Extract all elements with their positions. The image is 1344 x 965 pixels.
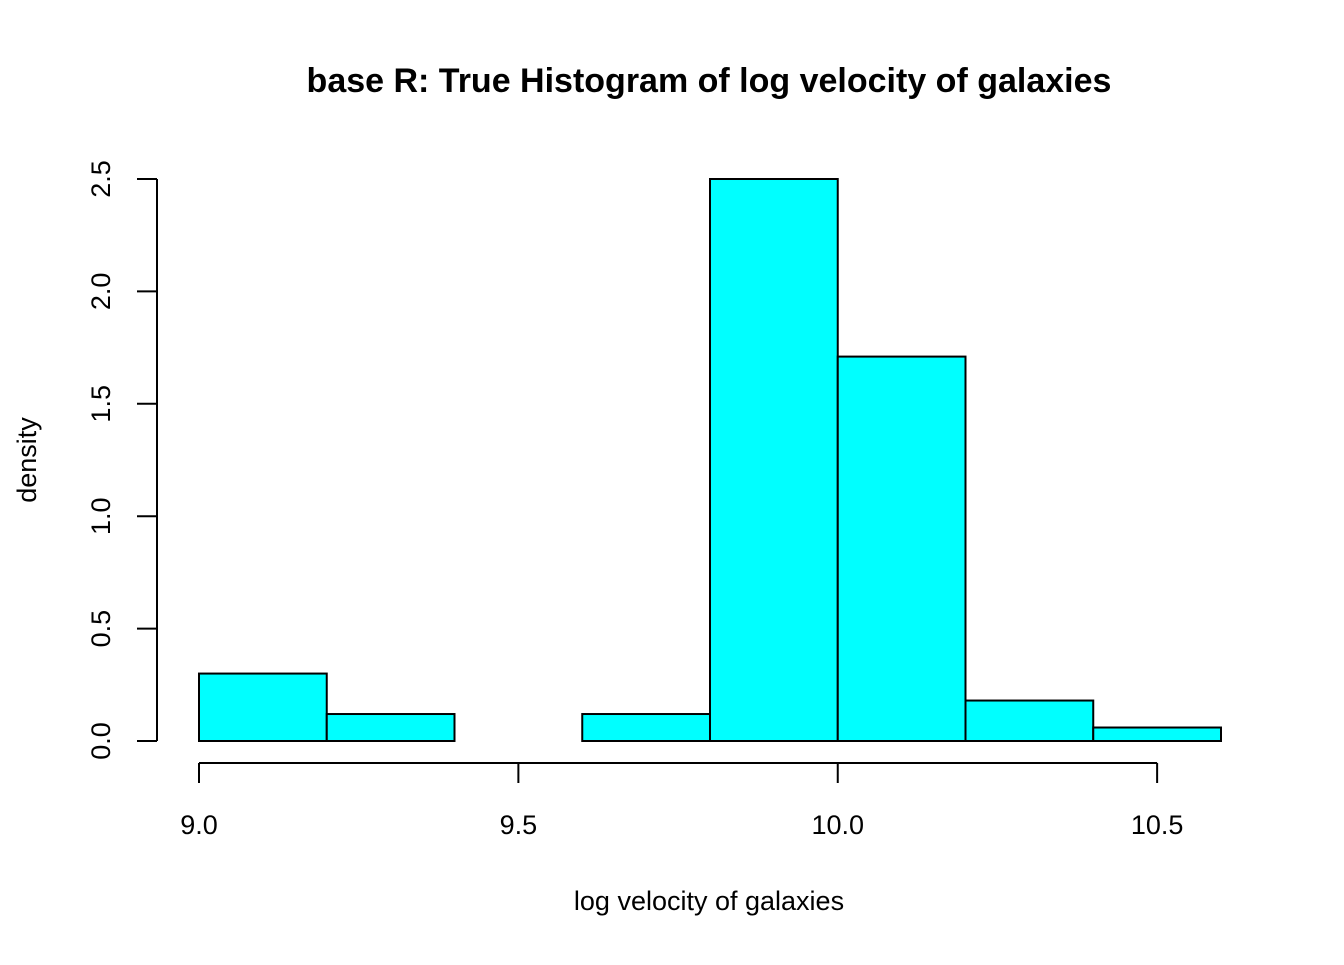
x-tick-label-4: 10.5 [1131,810,1184,840]
histogram-bar-1 [198,672,328,742]
x-tick-label-1: 9.0 [180,810,218,840]
x-axis: 9.0 9.5 10.0 10.5 [180,762,1184,840]
x-tick-label-2: 9.5 [500,810,538,840]
histogram-bar-2 [325,713,456,742]
y-tick-label-1: 0.0 [86,722,116,760]
histogram-bar-4 [581,713,711,742]
histogram-bar-6 [836,355,967,742]
y-tick-label-3: 1.0 [86,497,116,535]
bars-layer [198,178,1222,743]
y-tick-label-4: 1.5 [86,385,116,423]
histogram-bar-8 [1092,726,1222,743]
histogram-bar-5 [709,178,839,742]
y-tick-label-6: 2.5 [86,160,116,198]
x-tick-label-3: 10.0 [811,810,864,840]
y-axis: 0.0 0.5 1.0 1.5 2.0 2.5 [86,160,158,760]
chart-title: base R: True Histogram of log velocity o… [307,62,1112,100]
x-axis-label: log velocity of galaxies [574,886,844,916]
y-tick-label-2: 0.5 [86,610,116,648]
histogram-bar-7 [964,699,1095,743]
y-tick-label-5: 2.0 [86,273,116,311]
y-axis-label: density [12,417,42,503]
